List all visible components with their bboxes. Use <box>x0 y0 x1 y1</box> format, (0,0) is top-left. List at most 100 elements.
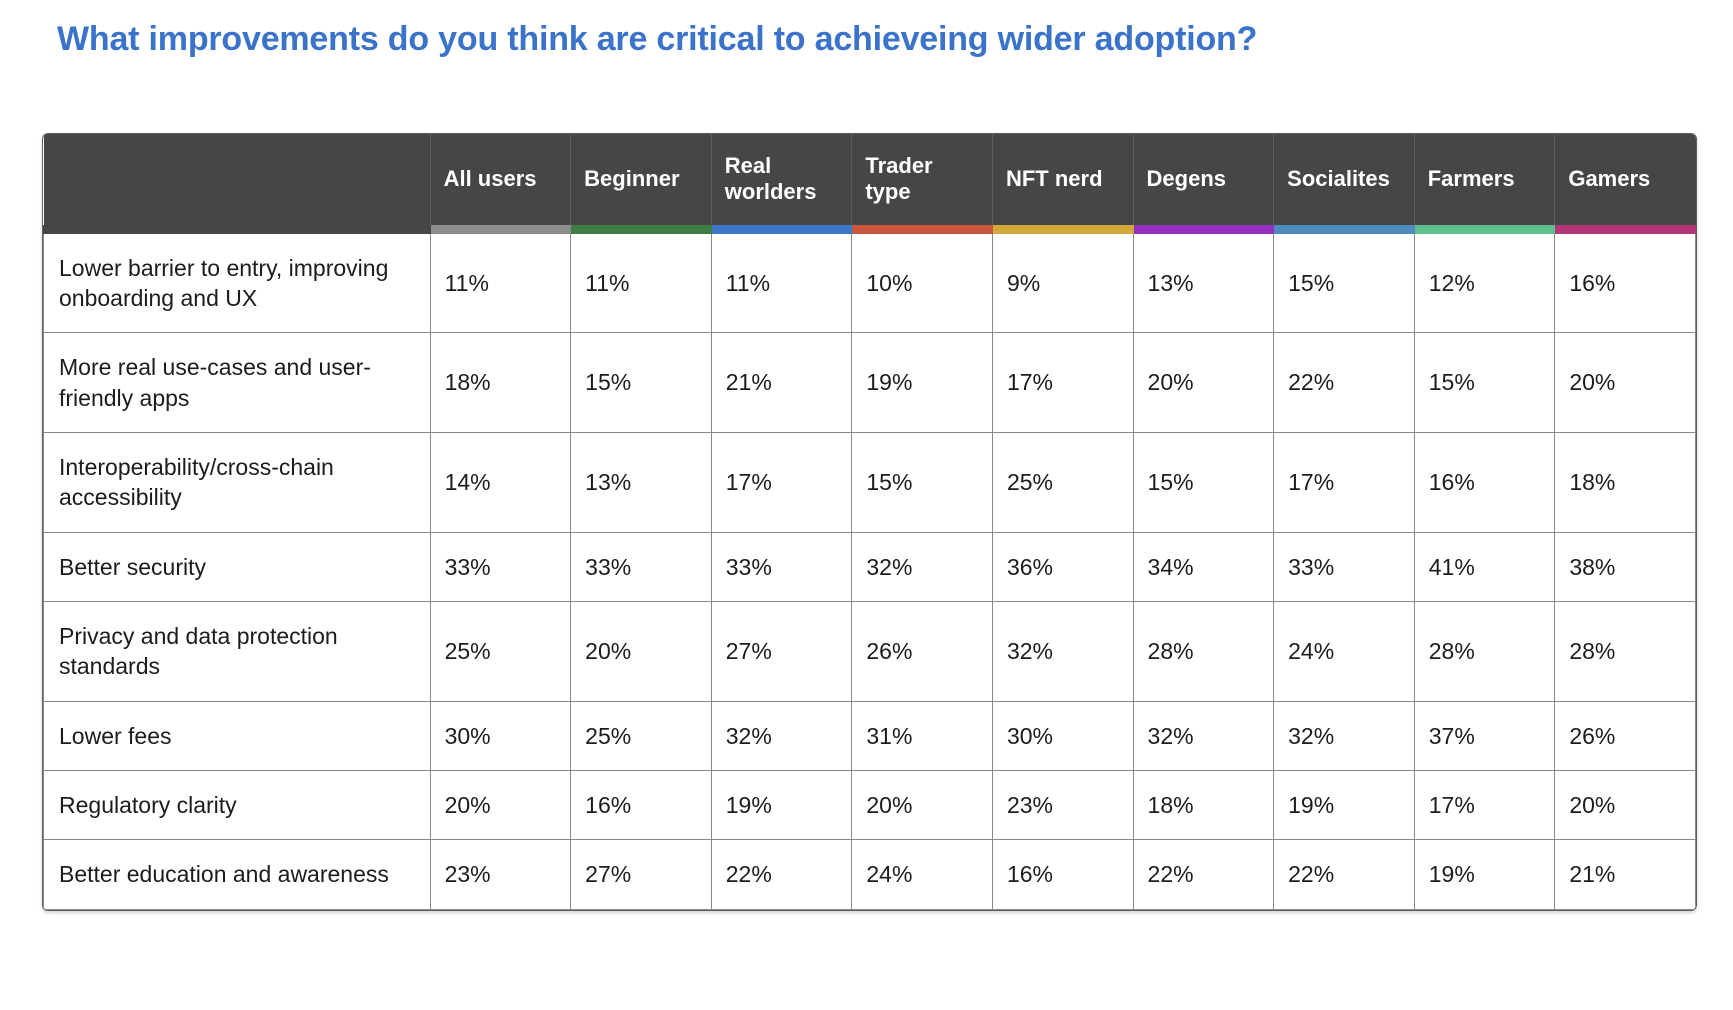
table-cell: 27% <box>570 839 712 910</box>
table-cell: 30% <box>429 700 572 772</box>
table-cell: 24% <box>1273 601 1415 702</box>
table-cell: 14% <box>429 431 572 533</box>
table-row: Better security 33% 33% 33% 32% 36% 34% … <box>43 531 1696 603</box>
table-cell: 11% <box>570 229 712 334</box>
table-cell: 20% <box>570 601 712 702</box>
table-cell: 16% <box>1554 229 1696 334</box>
table-cell: 13% <box>1132 229 1275 334</box>
table-cell: 17% <box>1273 431 1415 533</box>
table-cell: 33% <box>1273 531 1415 603</box>
page: What improvements do you think are criti… <box>42 20 1697 911</box>
table-row: Regulatory clarity 20% 16% 19% 20% 23% 1… <box>43 770 1696 841</box>
table-cell: 25% <box>991 431 1134 533</box>
table-cell: 16% <box>1413 431 1556 533</box>
table-cell: 20% <box>1132 332 1275 433</box>
survey-table-container: All users Beginner Real worlders Trader … <box>42 133 1697 911</box>
table-cell: 15% <box>1132 431 1275 533</box>
table-row: Lower barrier to entry, improving onboar… <box>43 229 1696 334</box>
row-label: More real use-cases and user-friendly ap… <box>43 332 431 433</box>
table-cell: 16% <box>991 839 1134 910</box>
table-cell: 34% <box>1132 531 1275 603</box>
table-cell: 32% <box>851 531 993 603</box>
table-cell: 15% <box>570 332 712 433</box>
table-cell: 15% <box>1413 332 1556 433</box>
table-row: Privacy and data protection standards 25… <box>43 601 1696 702</box>
table-cell: 28% <box>1413 601 1556 702</box>
table-cell: 18% <box>429 332 572 433</box>
row-label: Lower fees <box>43 700 431 772</box>
table-cell: 36% <box>991 531 1134 603</box>
table-cell: 26% <box>851 601 993 702</box>
page-title: What improvements do you think are criti… <box>57 20 1258 58</box>
table-cell: 11% <box>710 229 853 334</box>
table-cell: 13% <box>570 431 712 533</box>
table-cell: 15% <box>1273 229 1415 334</box>
table-cell: 19% <box>851 332 993 433</box>
table-cell: 20% <box>851 770 993 841</box>
table-cell: 21% <box>1554 839 1696 910</box>
row-label: Regulatory clarity <box>43 770 431 841</box>
table-cell: 19% <box>710 770 853 841</box>
table-cell: 10% <box>851 229 993 334</box>
table-cell: 23% <box>429 839 572 910</box>
row-label: Better security <box>43 531 431 603</box>
corner-cell <box>43 134 431 234</box>
row-label: Lower barrier to entry, improving onboar… <box>43 229 431 334</box>
row-label: Interoperability/cross-chain accessibili… <box>43 431 431 533</box>
table-cell: 33% <box>710 531 853 603</box>
table-cell: 17% <box>991 332 1134 433</box>
table-cell: 19% <box>1413 839 1556 910</box>
table-cell: 16% <box>570 770 712 841</box>
column-header-beginner: Beginner <box>570 134 712 234</box>
table-cell: 20% <box>1554 332 1696 433</box>
table-cell: 26% <box>1554 700 1696 772</box>
table-cell: 24% <box>851 839 993 910</box>
table-row: More real use-cases and user-friendly ap… <box>43 332 1696 433</box>
table-cell: 28% <box>1554 601 1696 702</box>
table-cell: 32% <box>991 601 1134 702</box>
row-label: Better education and awareness <box>43 839 431 910</box>
table-cell: 41% <box>1413 531 1556 603</box>
table-cell: 28% <box>1132 601 1275 702</box>
table-row: Better education and awareness 23% 27% 2… <box>43 839 1696 910</box>
table-cell: 25% <box>570 700 712 772</box>
table-cell: 25% <box>429 601 572 702</box>
table-cell: 30% <box>991 700 1134 772</box>
table-row: Interoperability/cross-chain accessibili… <box>43 431 1696 533</box>
column-header-gamers: Gamers <box>1554 134 1696 234</box>
table-cell: 27% <box>710 601 853 702</box>
column-header-real-worlders: Real worlders <box>710 134 852 234</box>
table-cell: 38% <box>1554 531 1696 603</box>
table-cell: 21% <box>710 332 853 433</box>
table-cell: 20% <box>1554 770 1696 841</box>
table-cell: 37% <box>1413 700 1556 772</box>
table-cell: 11% <box>429 229 572 334</box>
survey-table: All users Beginner Real worlders Trader … <box>43 134 1696 910</box>
table-cell: 12% <box>1413 229 1556 334</box>
table-cell: 17% <box>1413 770 1556 841</box>
table-row: Lower fees 30% 25% 32% 31% 30% 32% 32% 3… <box>43 700 1696 772</box>
column-header-socialites: Socialites <box>1273 134 1415 234</box>
column-header-trader-type: Trader type <box>851 134 993 234</box>
column-header-degens: Degens <box>1132 134 1274 234</box>
column-header-all-users: All users <box>429 134 571 234</box>
table-cell: 22% <box>1132 839 1275 910</box>
row-label: Privacy and data protection standards <box>43 601 431 702</box>
table-cell: 17% <box>710 431 853 533</box>
table-cell: 22% <box>710 839 853 910</box>
column-header-nft-nerd: NFT nerd <box>991 134 1134 234</box>
table-cell: 20% <box>429 770 572 841</box>
table-cell: 22% <box>1273 839 1415 910</box>
table-cell: 18% <box>1132 770 1275 841</box>
column-header-farmers: Farmers <box>1413 134 1555 234</box>
table-cell: 33% <box>570 531 712 603</box>
table-cell: 33% <box>429 531 572 603</box>
table-cell: 32% <box>1132 700 1275 772</box>
table-cell: 32% <box>710 700 853 772</box>
table-cell: 32% <box>1273 700 1415 772</box>
table-cell: 22% <box>1273 332 1415 433</box>
table-cell: 9% <box>991 229 1134 334</box>
table-cell: 15% <box>851 431 993 533</box>
table-cell: 19% <box>1273 770 1415 841</box>
table-cell: 31% <box>851 700 993 772</box>
